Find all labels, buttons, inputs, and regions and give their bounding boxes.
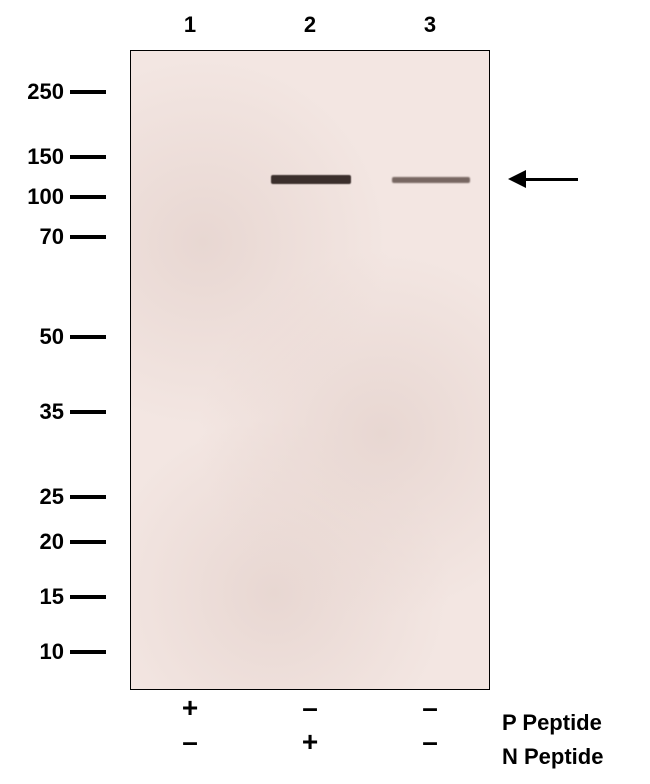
treatment-label: N Peptide <box>502 744 603 770</box>
treatment-symbol: – <box>370 692 490 724</box>
western-blot-figure: 123 25015010070503525201510 +––P Peptide… <box>0 0 650 784</box>
treatment-table: +––P Peptide–+–N Peptide <box>0 0 650 784</box>
treatment-symbol: + <box>250 726 370 758</box>
treatment-symbol: – <box>130 726 250 758</box>
treatment-symbol: – <box>370 726 490 758</box>
treatment-label: P Peptide <box>502 710 602 736</box>
treatment-symbol: + <box>130 692 250 724</box>
treatment-symbol: – <box>250 692 370 724</box>
